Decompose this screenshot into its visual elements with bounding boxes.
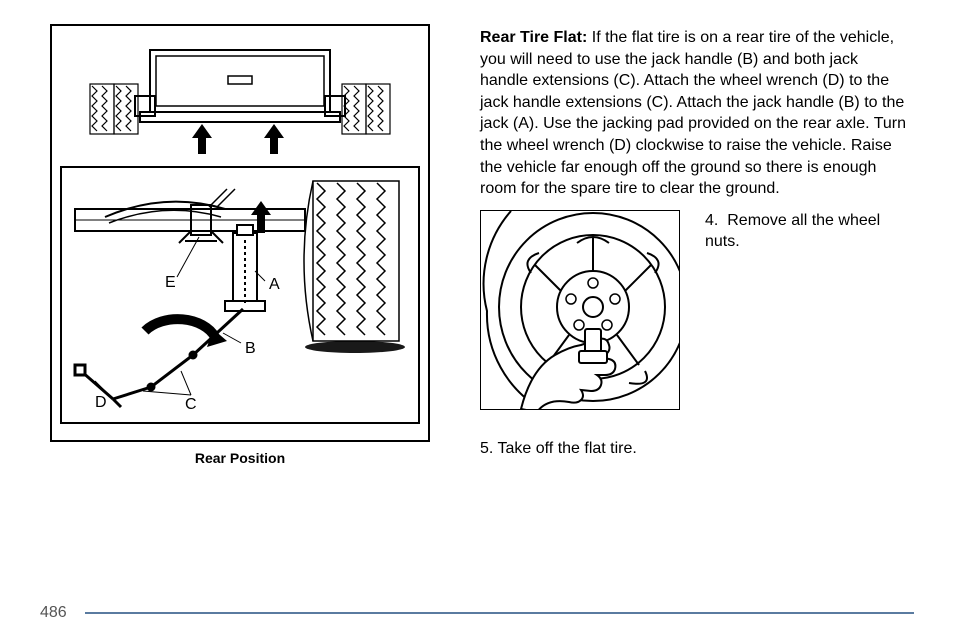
lead-bold: Rear Tire Flat: [480, 29, 587, 46]
rear-position-figure: E A B C D [50, 24, 430, 442]
label-C: C [185, 396, 197, 413]
step-5-text: 5. Take off the flat tire. [480, 440, 910, 458]
page-number: 486 [40, 604, 67, 622]
label-A: A [269, 276, 280, 293]
label-E: E [165, 274, 176, 291]
right-column: Rear Tire Flat: If the flat tire is on a… [480, 24, 910, 466]
left-column: E A B C D Rear Position [40, 24, 440, 466]
main-paragraph: Rear Tire Flat: If the flat tire is on a… [480, 27, 910, 200]
step-4-text: 4. Remove all the wheel nuts. [700, 210, 910, 410]
step-4-row: 4. Remove all the wheel nuts. [480, 210, 910, 410]
footer-rule [85, 612, 914, 614]
wheel-nuts-svg [480, 210, 680, 410]
figure-caption: Rear Position [40, 450, 440, 466]
label-D: D [95, 394, 107, 411]
label-B: B [245, 340, 256, 357]
step-4-num: 4. [705, 212, 718, 229]
para-text: If the flat tire is on a rear tire of th… [480, 29, 906, 197]
jack-detail-svg: E A B C D [60, 166, 420, 424]
truck-rear-svg [52, 26, 428, 166]
manual-page: E A B C D Rear Position Rear Tire Flat: … [0, 0, 954, 636]
two-column-layout: E A B C D Rear Position Rear Tire Flat: … [40, 24, 914, 466]
page-footer: 486 [40, 604, 914, 622]
step-4-body: Remove all the wheel nuts. [705, 212, 880, 251]
